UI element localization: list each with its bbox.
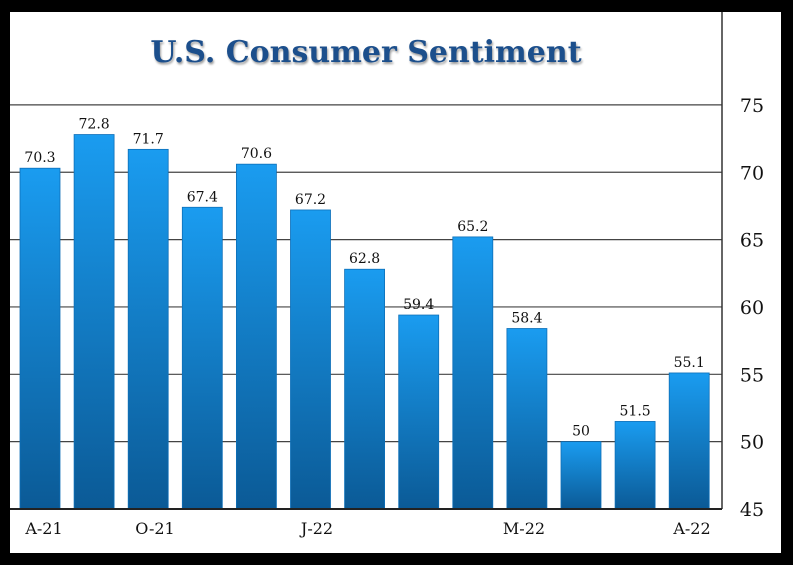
data-label: 55.1 [674, 355, 705, 371]
data-label: 50 [572, 424, 590, 440]
y-tick-label: 70 [740, 162, 764, 184]
y-tick-label: 65 [740, 230, 764, 252]
data-label: 62.8 [349, 251, 380, 267]
data-label: 67.4 [187, 189, 218, 205]
data-label: 70.3 [24, 150, 55, 166]
x-tick-label: A-22 [672, 519, 710, 538]
data-label: 65.2 [457, 219, 488, 235]
data-label: 71.7 [133, 131, 164, 147]
chart-title: U.S. Consumer Sentiment [150, 35, 581, 70]
y-tick-label: 50 [740, 432, 764, 454]
bar [344, 268, 386, 510]
bar [668, 372, 710, 510]
x-tick-label: O-21 [135, 519, 174, 538]
data-label: 58.4 [511, 311, 542, 327]
y-tick-label: 75 [740, 95, 764, 117]
x-tick-label: M-22 [503, 519, 545, 538]
bar [614, 421, 656, 510]
bar [235, 163, 277, 510]
bar [506, 328, 548, 510]
data-label: 67.2 [295, 192, 326, 208]
bar [398, 314, 440, 510]
bar [560, 441, 602, 510]
bar [19, 167, 61, 510]
data-label: 70.6 [241, 146, 272, 162]
bar [127, 148, 169, 510]
x-tick-label: J-22 [299, 519, 333, 538]
data-label: 72.8 [79, 117, 110, 133]
bar [73, 134, 115, 510]
y-tick-label: 45 [740, 499, 764, 521]
data-label: 59.4 [403, 297, 434, 313]
x-tick-label: A-21 [24, 519, 62, 538]
bar [452, 236, 494, 510]
y-tick-label: 55 [740, 364, 764, 386]
bar [181, 206, 223, 510]
data-label: 51.5 [620, 403, 651, 419]
y-tick-label: 60 [740, 297, 764, 319]
bar [290, 209, 331, 510]
chart-background [10, 12, 781, 553]
